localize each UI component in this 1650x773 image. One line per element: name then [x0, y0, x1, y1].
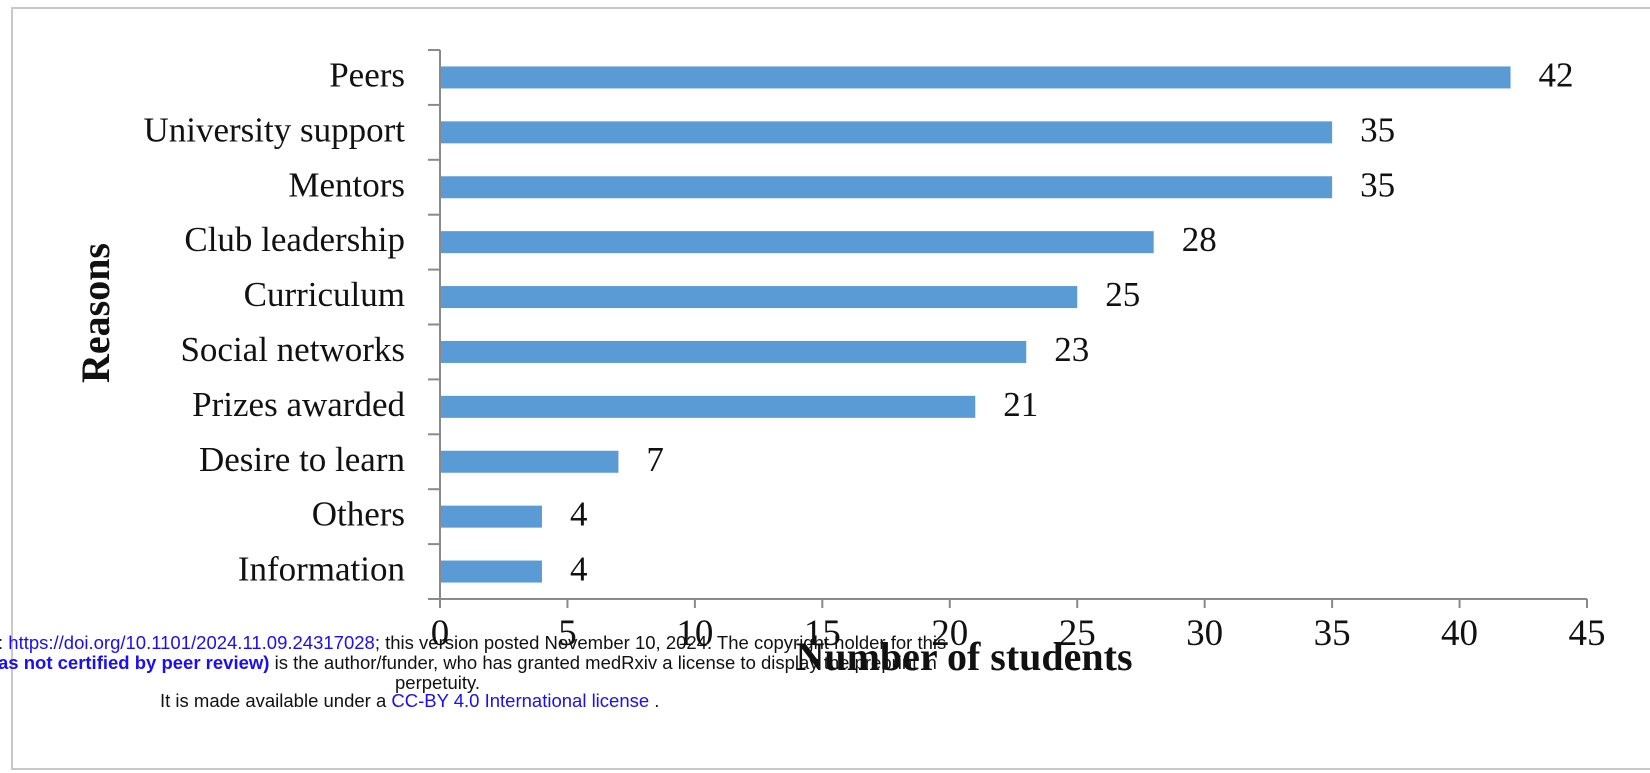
value-label: 23: [1054, 330, 1089, 369]
value-label: 35: [1360, 110, 1395, 149]
value-label: 42: [1539, 55, 1574, 94]
x-tick-label: 15: [804, 613, 841, 654]
x-tick-label: 20: [931, 613, 968, 654]
category-label: University support: [143, 110, 405, 149]
x-tick-label: 0: [431, 613, 450, 654]
category-label: Curriculum: [244, 275, 405, 314]
category-label: Others: [312, 495, 405, 534]
x-tick-label: 35: [1314, 613, 1351, 654]
category-label: Club leadership: [184, 220, 405, 259]
watermark-line-2-text: is the author/funder, who has granted me…: [269, 652, 937, 673]
bars-group: [440, 66, 1511, 583]
category-label: Information: [238, 550, 405, 589]
x-tick-label: 45: [1569, 613, 1606, 654]
x-tick-label: 25: [1059, 613, 1096, 654]
bar: [440, 66, 1511, 89]
value-label: 28: [1182, 220, 1217, 259]
bar: [440, 231, 1154, 254]
value-label: 7: [646, 440, 664, 479]
value-label: 4: [570, 550, 588, 589]
bar: [440, 395, 976, 418]
peer-review-link[interactable]: as not certified by peer review): [0, 652, 270, 673]
axes: [428, 49, 1588, 608]
watermark-line-4-text: It is made available under a: [160, 690, 392, 711]
category-label: Mentors: [288, 165, 405, 204]
y-axis-title: Reasons: [73, 243, 118, 383]
value-label: 35: [1360, 165, 1395, 204]
x-axis-title: Number of students: [795, 634, 1132, 679]
chart-frame: [11, 7, 1650, 770]
category-label: Desire to learn: [199, 440, 405, 479]
x-tick-label: 30: [1186, 613, 1223, 654]
bar: [440, 505, 542, 528]
value-labels: 42 35 35 28 25 23 21 7 4 4: [570, 55, 1574, 588]
watermark-line-2: as not certified by peer review) is the …: [0, 653, 937, 673]
bar: [440, 121, 1333, 144]
license-link[interactable]: CC-BY 4.0 International license: [391, 690, 650, 711]
x-tick-label: 5: [558, 613, 577, 654]
category-label: Peers: [329, 55, 405, 94]
x-tick-label: 10: [676, 613, 713, 654]
watermark-line-3: perpetuity.: [395, 672, 481, 693]
value-label: 25: [1105, 275, 1140, 314]
watermark-line-4-suffix: .: [649, 690, 660, 711]
value-label: 4: [570, 495, 588, 534]
category-labels: Peers University support Mentors Club leade…: [143, 55, 405, 588]
watermark-prefix: :: [0, 632, 8, 653]
x-tick-label: 40: [1441, 613, 1478, 654]
watermark-line-4: It is made available under a CC-BY 4.0 I…: [160, 691, 659, 711]
bar: [440, 176, 1333, 199]
bar: [440, 286, 1078, 309]
category-label: Social networks: [180, 330, 405, 369]
bar: [440, 560, 542, 583]
watermark-line-1: : https://doi.org/10.1101/2024.11.09.243…: [0, 633, 946, 653]
bar: [440, 450, 619, 473]
category-label: Prizes awarded: [192, 385, 405, 424]
x-tick-labels: 0 5 10 15 20 25 30 35 40 45: [431, 613, 1606, 654]
doi-link[interactable]: https://doi.org/10.1101/2024.11.09.24317…: [8, 632, 375, 653]
value-label: 21: [1003, 385, 1038, 424]
bar: [440, 340, 1027, 363]
watermark-line-1-text: ; this version posted November 10, 2024.…: [374, 632, 947, 653]
